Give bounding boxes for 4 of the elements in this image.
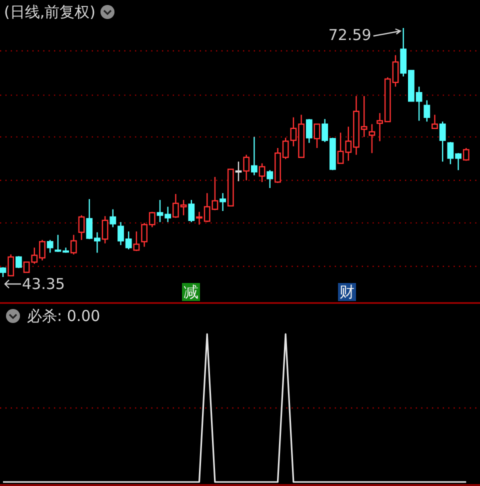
annotation: 72.59 <box>328 26 372 44</box>
chart-title: 必杀: 0.00 <box>27 307 100 325</box>
annotation: 43.35 <box>22 275 65 293</box>
chart-title: (日线,前复权) <box>4 3 96 21</box>
